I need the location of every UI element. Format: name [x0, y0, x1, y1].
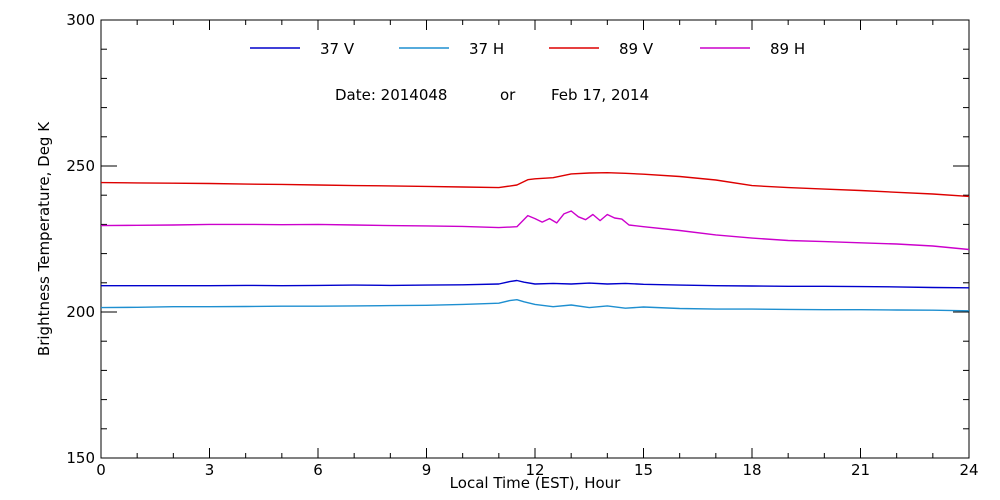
x-tick-label: 6	[313, 461, 323, 479]
x-tick-label: 0	[96, 461, 106, 479]
series-lines	[100, 171, 970, 312]
series-line-89v	[100, 171, 970, 198]
x-tick-label: 3	[205, 461, 215, 479]
x-tick-label: 18	[742, 461, 761, 479]
legend-label-89v: 89 V	[619, 40, 654, 58]
x-axis-title: Local Time (EST), Hour	[450, 474, 621, 492]
axis-ticks	[100, 19, 970, 459]
date-code-label: Date: 2014048	[335, 86, 447, 104]
legend: 37 V 37 H 89 V 89 H	[250, 40, 805, 58]
legend-label-37h: 37 H	[469, 40, 504, 58]
series-line-37v	[101, 279, 970, 289]
plot-frame	[100, 19, 970, 459]
legend-label-37v: 37 V	[320, 40, 355, 58]
series-line-89h	[100, 210, 970, 251]
x-tick-label: 12	[525, 461, 544, 479]
y-axis-title: Brightness Temperature, Deg K	[35, 121, 53, 356]
legend-item-37h: 37 H	[399, 40, 504, 58]
axis-tick-labels: 0 3 6 9 12 15 18 21 24 150 200 250 300	[66, 11, 978, 479]
legend-item-89h: 89 H	[700, 40, 805, 58]
date-calendar-label: Feb 17, 2014	[551, 86, 649, 104]
legend-item-37v: 37 V	[250, 40, 355, 58]
y-tick-label: 300	[66, 11, 95, 29]
x-tick-label: 24	[959, 461, 978, 479]
legend-label-89h: 89 H	[770, 40, 805, 58]
x-tick-label: 15	[634, 461, 653, 479]
x-tick-label: 21	[851, 461, 870, 479]
legend-item-89v: 89 V	[549, 40, 654, 58]
y-tick-label: 250	[66, 157, 95, 175]
y-tick-label: 200	[66, 303, 95, 321]
date-connector-label: or	[500, 86, 516, 104]
y-tick-label: 150	[66, 449, 95, 467]
date-annotation: Date: 2014048 or Feb 17, 2014	[335, 86, 649, 104]
series-line-37h	[100, 299, 970, 312]
x-tick-label: 9	[422, 461, 432, 479]
